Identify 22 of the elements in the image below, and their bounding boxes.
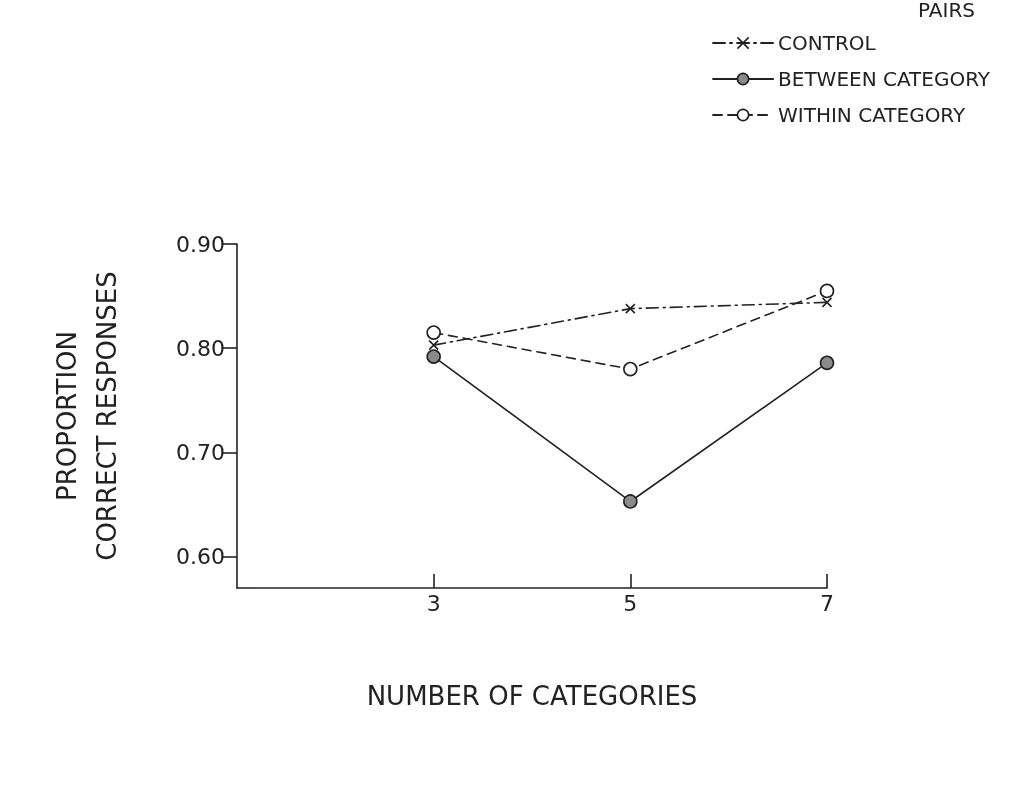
- x-tick-label: 5: [623, 590, 638, 616]
- point: [623, 361, 638, 377]
- x-axis-title: NUMBER OF CATEGORIES: [366, 681, 698, 711]
- y-tick-label: 0.70: [176, 439, 225, 465]
- point: [428, 339, 439, 351]
- point: [426, 325, 441, 340]
- point: [623, 494, 638, 509]
- y-tick-label: 0.60: [176, 544, 225, 570]
- legend-title: PAIRS: [918, 0, 975, 22]
- y-tick-label: 0.90: [176, 231, 225, 257]
- legend-label: CONTROL: [778, 31, 877, 55]
- point: [819, 283, 835, 299]
- point: [821, 297, 833, 308]
- y-tick-label: 0.80: [176, 335, 225, 361]
- point: [819, 355, 835, 371]
- y-axis-title: PROPORTION CORRECT RESPONSES: [52, 271, 122, 561]
- x-tick-label: 7: [820, 590, 834, 616]
- point: [625, 303, 636, 314]
- point: [426, 349, 441, 364]
- legend-label: WITHIN CATEGORY: [778, 103, 966, 127]
- x-tick-label: 3: [426, 590, 441, 616]
- legend-label: BETWEEN CATEGORY: [778, 67, 991, 91]
